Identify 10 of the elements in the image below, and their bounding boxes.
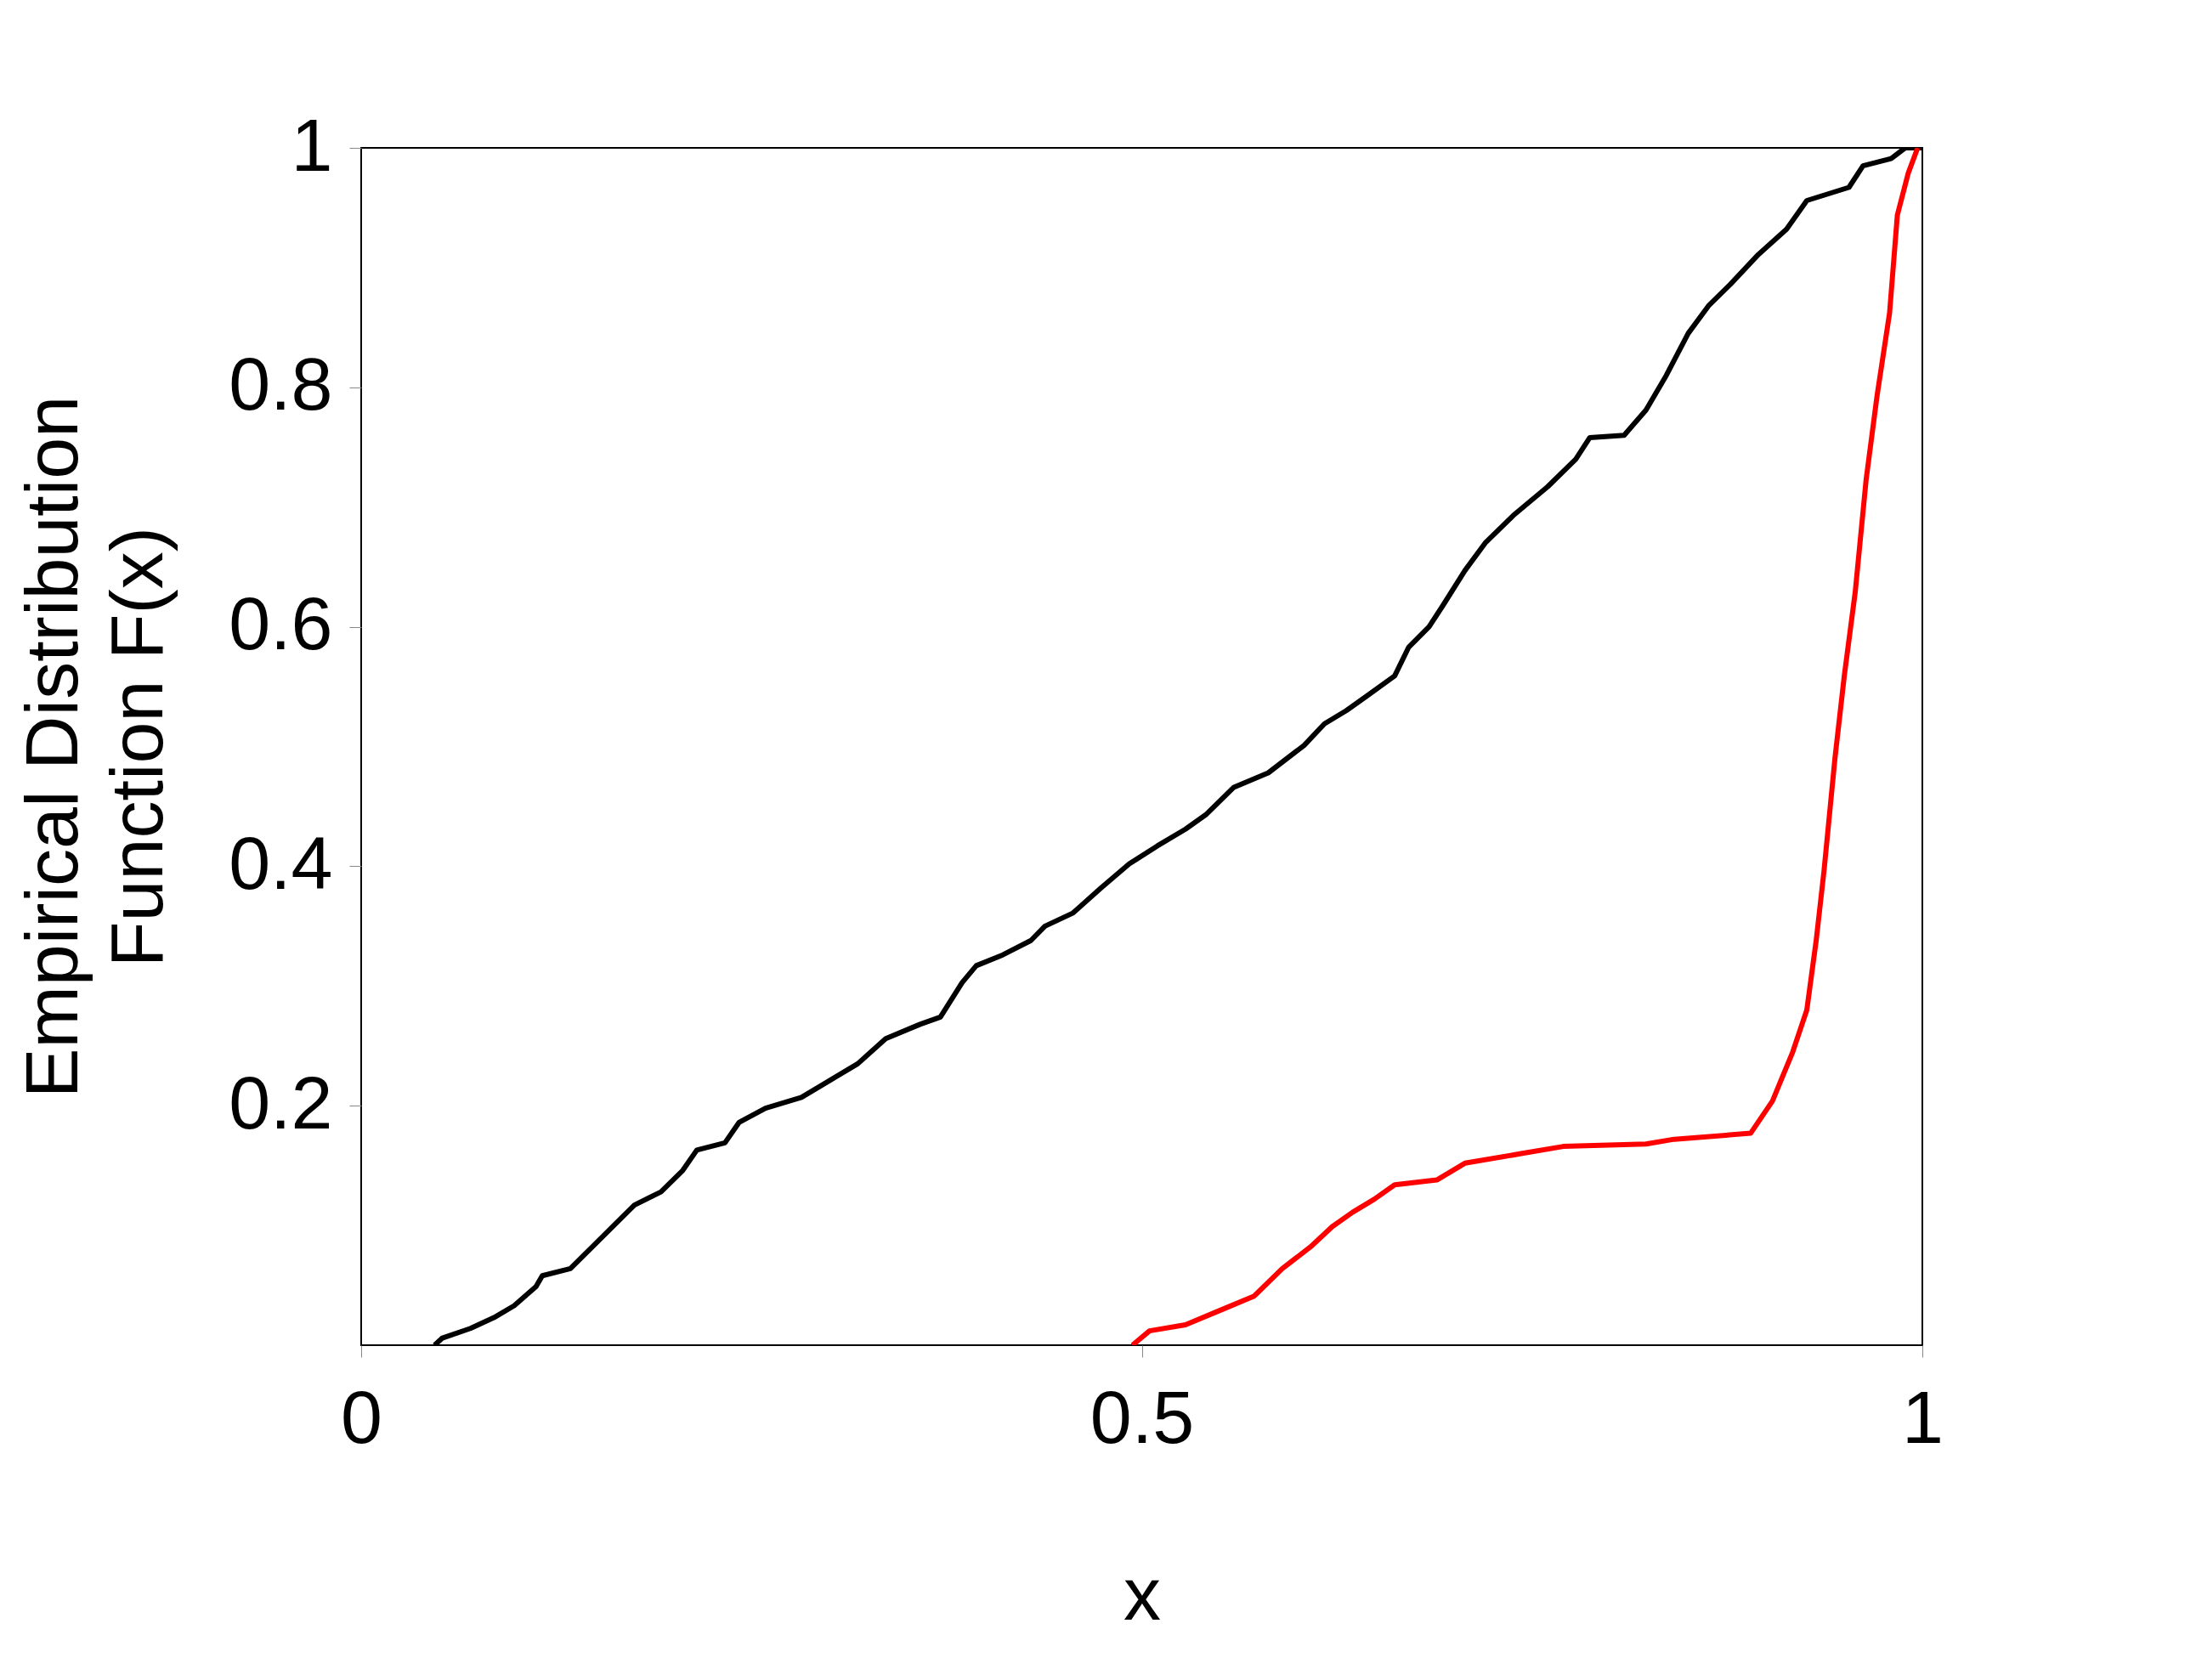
y-tick-label: 0.8 xyxy=(229,342,333,427)
y-tick-label: 0.6 xyxy=(229,581,333,666)
y-axis-title: Empirical Distribution Function F(x) xyxy=(9,395,179,1099)
x-tick-label: 0.5 xyxy=(1090,1374,1195,1459)
y-tick-label: 0.2 xyxy=(229,1060,333,1145)
y-tick-label: 1 xyxy=(291,102,333,187)
x-tick-label: 0 xyxy=(341,1374,382,1459)
y-tick-label: 0.4 xyxy=(229,820,333,905)
x-axis-title: x xyxy=(1123,1551,1161,1636)
x-tick-label: 1 xyxy=(1902,1374,1944,1459)
